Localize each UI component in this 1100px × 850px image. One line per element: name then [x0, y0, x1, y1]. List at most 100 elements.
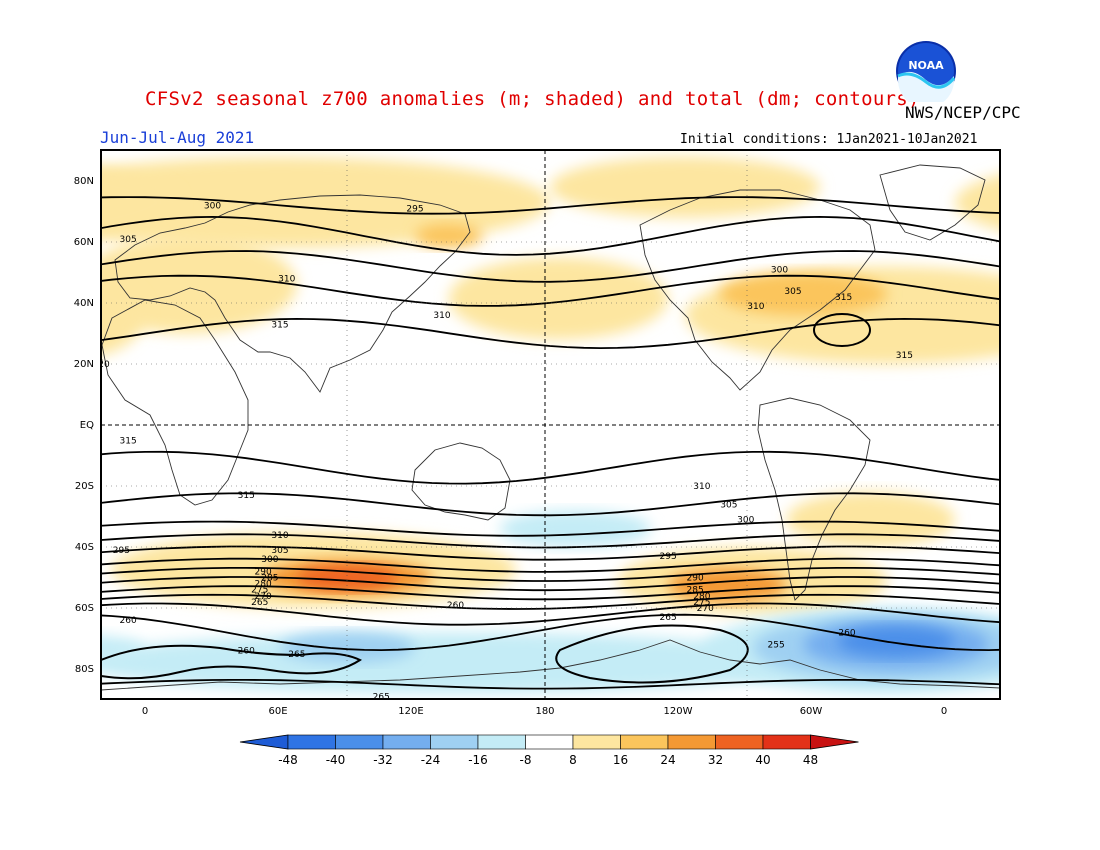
anomaly-patch: [718, 272, 888, 316]
contour-label: 260: [838, 628, 855, 638]
anomaly-patch: [296, 565, 399, 590]
anomaly-patch: [415, 223, 483, 249]
colorbar-tick-label: 48: [803, 753, 818, 767]
initial-conditions-label: Initial conditions: 1Jan2021-10Jan2021: [680, 132, 978, 147]
contour-label: 265: [251, 598, 268, 608]
colorbar-swatch: [620, 734, 669, 750]
contour-label: 300: [737, 516, 754, 526]
map-title: CFSv2 seasonal z700 anomalies (m; shaded…: [145, 88, 920, 110]
contour-labels: 300 2953053103103153203003053103153152953…: [86, 201, 1098, 699]
contour-295: [101, 196, 1000, 215]
colorbar-swatch: [525, 734, 574, 750]
colorbar-swatch: [667, 734, 716, 750]
colorbar-tick-label: -24: [421, 753, 441, 767]
lon-label: 120E: [398, 706, 423, 717]
lat-label: 80S: [75, 664, 94, 675]
coast-australia: [411, 442, 511, 521]
contour-label: 265: [288, 650, 305, 660]
contour-label: 270: [697, 604, 714, 614]
coast-eurasia: [114, 194, 471, 393]
contour-280: [101, 576, 1000, 592]
lon-label: 60W: [800, 706, 823, 717]
anomaly-patch: [836, 626, 955, 657]
contour-label: 285: [261, 574, 278, 584]
anomaly-patch: [668, 568, 787, 602]
contour-label: 300: [771, 265, 788, 275]
colorbar-tick-label: -40: [326, 753, 346, 767]
contour-label: 290: [687, 574, 704, 584]
contour-label: 275: [693, 598, 710, 608]
special-contours: [101, 313, 871, 684]
contour-310: [101, 492, 1000, 517]
contour-275: [101, 585, 1000, 601]
anomaly-patch: [101, 635, 145, 660]
colorbar-tick-label: -48: [278, 753, 298, 767]
colorbar: -48 -40 -32 -24 -16 -8 8 16 24 32 40 48: [239, 734, 859, 767]
colorbar-tick-label: 24: [660, 753, 675, 767]
contour-label: 275: [251, 586, 268, 596]
contour-label: 305: [720, 500, 737, 510]
noaa-logo-icon: NOAA: [896, 41, 956, 102]
grid-lines: [101, 150, 1000, 699]
coast-africa: [101, 299, 249, 506]
contour-label: 320: [86, 357, 103, 367]
contour-label: 300: [204, 201, 221, 211]
contour-label: 320: [93, 360, 110, 370]
colorbar-tick-label: 40: [755, 753, 770, 767]
contour-305: [101, 250, 1000, 283]
coast-north-america: [639, 189, 876, 391]
coast-greenland: [879, 164, 986, 241]
anomaly-patch: [955, 174, 1000, 231]
contour-300: [101, 215, 1000, 256]
contour-label: 295: [406, 204, 423, 214]
contour-label: 310: [747, 302, 764, 312]
contour-270: [101, 593, 1000, 610]
anomaly-patch: [448, 257, 669, 340]
contour-label: 280: [693, 592, 710, 602]
lon-label: 180: [535, 706, 554, 717]
colorbar-swatch: [430, 734, 479, 750]
colorbar-swatch: [715, 734, 764, 750]
anomaly-patch: [499, 510, 652, 547]
contour-label: 295: [1081, 208, 1098, 218]
contour-305: [101, 520, 1000, 537]
colorbar-swatch: [477, 734, 526, 750]
lon-label: 0: [941, 706, 947, 717]
colorbar-swatch: [572, 734, 621, 750]
contour-label: 300: [261, 555, 278, 565]
lat-label: EQ: [80, 420, 94, 431]
lon-label: 0: [142, 706, 148, 717]
contour-label: 265: [660, 613, 677, 623]
contour-label: 305: [271, 546, 288, 556]
colorbar-arrow-right: [810, 734, 859, 750]
contour-label: 315: [238, 491, 255, 501]
lat-label: 80N: [74, 176, 94, 187]
season-label: Jun-Jul-Aug 2021: [100, 128, 255, 147]
coastlines: [101, 164, 1000, 691]
contour-285: [101, 567, 1000, 582]
contour-310: [101, 274, 1000, 307]
lat-label: 20N: [74, 359, 94, 370]
contour-label: 255: [768, 641, 785, 651]
colorbar-tick-label: -32: [373, 753, 393, 767]
contour-290: [101, 557, 1000, 573]
contour-label: 295: [660, 552, 677, 562]
contour-label: 315: [835, 293, 852, 303]
contour-label: 280: [255, 580, 272, 590]
colorbar-swatch: [287, 734, 336, 750]
contour-315: [101, 317, 1000, 350]
contour-closed-low-west: [101, 644, 362, 680]
contour-label: 310: [271, 531, 288, 541]
colorbar-tick-label: -16: [468, 753, 488, 767]
contour-closed-high: [813, 313, 871, 347]
colorbar-tick-label: 32: [708, 753, 723, 767]
contour-label: 305: [120, 235, 137, 245]
lat-label: 40S: [75, 542, 94, 553]
lat-label: 60N: [74, 237, 94, 248]
contour-label: 260: [120, 616, 137, 626]
contour-label: 315: [896, 351, 913, 361]
contour-label: 260: [447, 601, 464, 611]
coast-antarctica: [101, 639, 1000, 691]
longitude-axis: 0 60E 120E 180 120W 60W 0: [142, 706, 947, 717]
